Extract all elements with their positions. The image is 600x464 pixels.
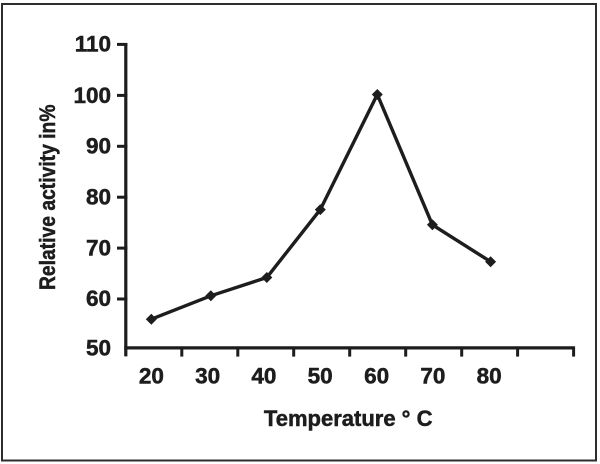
- svg-text:80: 80: [477, 364, 502, 389]
- svg-text:70: 70: [420, 364, 445, 389]
- svg-text:Relative activity in%: Relative activity in%: [36, 105, 60, 290]
- svg-text:30: 30: [195, 364, 220, 389]
- svg-text:Temperature ° C: Temperature ° C: [264, 406, 433, 431]
- svg-text:50: 50: [86, 335, 111, 360]
- svg-text:100: 100: [73, 83, 111, 108]
- svg-text:60: 60: [364, 364, 389, 389]
- svg-text:50: 50: [308, 364, 333, 389]
- svg-text:80: 80: [86, 184, 111, 209]
- svg-text:90: 90: [86, 134, 111, 159]
- svg-text:110: 110: [75, 32, 111, 57]
- svg-text:40: 40: [251, 364, 276, 389]
- svg-text:70: 70: [86, 235, 111, 260]
- svg-text:60: 60: [86, 286, 111, 311]
- svg-text:20: 20: [139, 364, 164, 389]
